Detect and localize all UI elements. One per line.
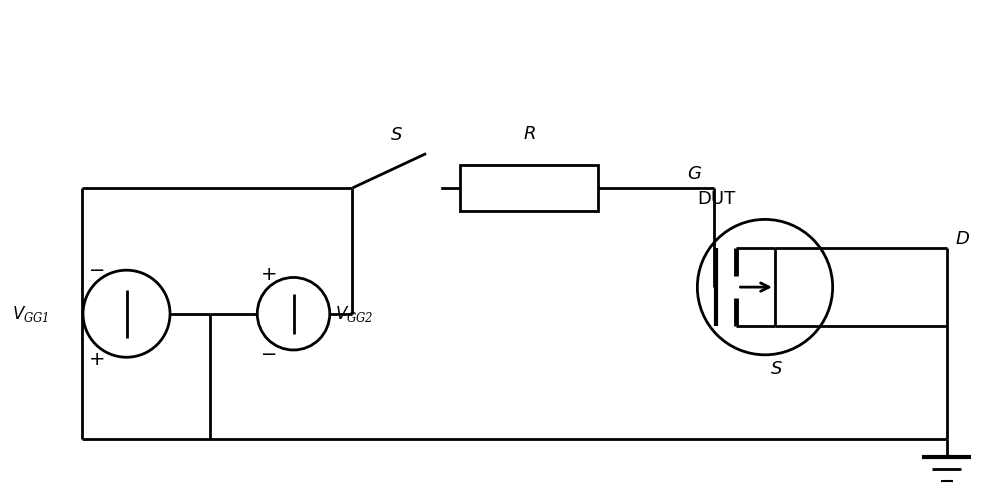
Text: DUT: DUT — [697, 189, 735, 208]
Text: $-$: $-$ — [260, 343, 276, 363]
Text: $V_{\mathregular{GG1}}$: $V_{\mathregular{GG1}}$ — [12, 304, 49, 324]
Text: $-$: $-$ — [88, 258, 104, 277]
Text: $D$: $D$ — [955, 230, 970, 247]
Text: $S$: $S$ — [390, 126, 403, 144]
Text: $+$: $+$ — [260, 265, 276, 284]
Text: $+$: $+$ — [88, 350, 104, 369]
Circle shape — [697, 219, 833, 355]
Text: $R$: $R$ — [523, 125, 536, 143]
Text: $S$: $S$ — [770, 360, 783, 378]
Text: $G$: $G$ — [687, 165, 702, 183]
Text: $V_{\mathregular{GG2}}$: $V_{\mathregular{GG2}}$ — [335, 304, 373, 324]
Bar — [460, 165, 598, 211]
